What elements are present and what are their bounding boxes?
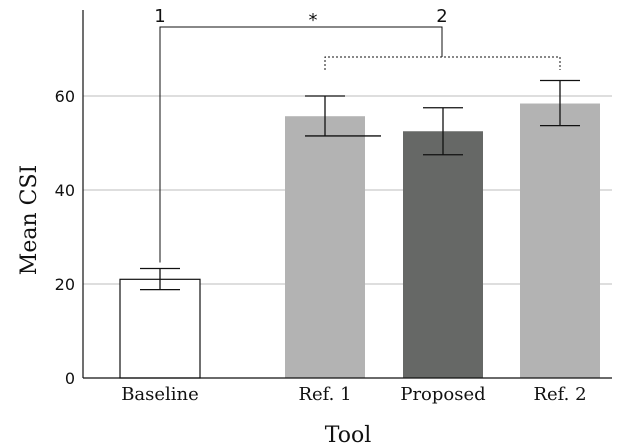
x-tick-label-baseline: Baseline — [121, 384, 199, 405]
y-axis-title: Mean CSI — [17, 165, 42, 275]
bracket-dotted — [324, 56, 561, 70]
x-tick-label-proposed: Proposed — [400, 384, 485, 405]
significance-marker: * — [309, 10, 318, 31]
bracket-solid — [159, 26, 443, 263]
bracket-label-1: 1 — [154, 6, 165, 27]
bracket-label-2: 2 — [436, 6, 447, 27]
labels: 0 20 40 60 Baseline Ref. 1 Proposed Ref. 2 — [55, 87, 587, 405]
bar-baseline — [119, 278, 201, 379]
bars — [119, 103, 600, 379]
y-tick-label-20: 20 — [55, 275, 75, 294]
bar-ref-2 — [520, 103, 600, 379]
significance-brackets: 1 2 * — [154, 6, 561, 263]
x-tick-label-ref-1: Ref. 1 — [298, 384, 351, 405]
bar-ref-1 — [285, 116, 365, 379]
y-tick-label-0: 0 — [65, 369, 75, 388]
y-tick-label-60: 60 — [55, 87, 75, 106]
x-tick-label-ref-2: Ref. 2 — [533, 384, 586, 405]
bar-proposed — [403, 131, 483, 378]
x-axis-title: Tool — [325, 423, 372, 448]
y-tick-label-40: 40 — [55, 181, 75, 200]
axes — [82, 10, 612, 379]
error-bars — [140, 79, 580, 291]
